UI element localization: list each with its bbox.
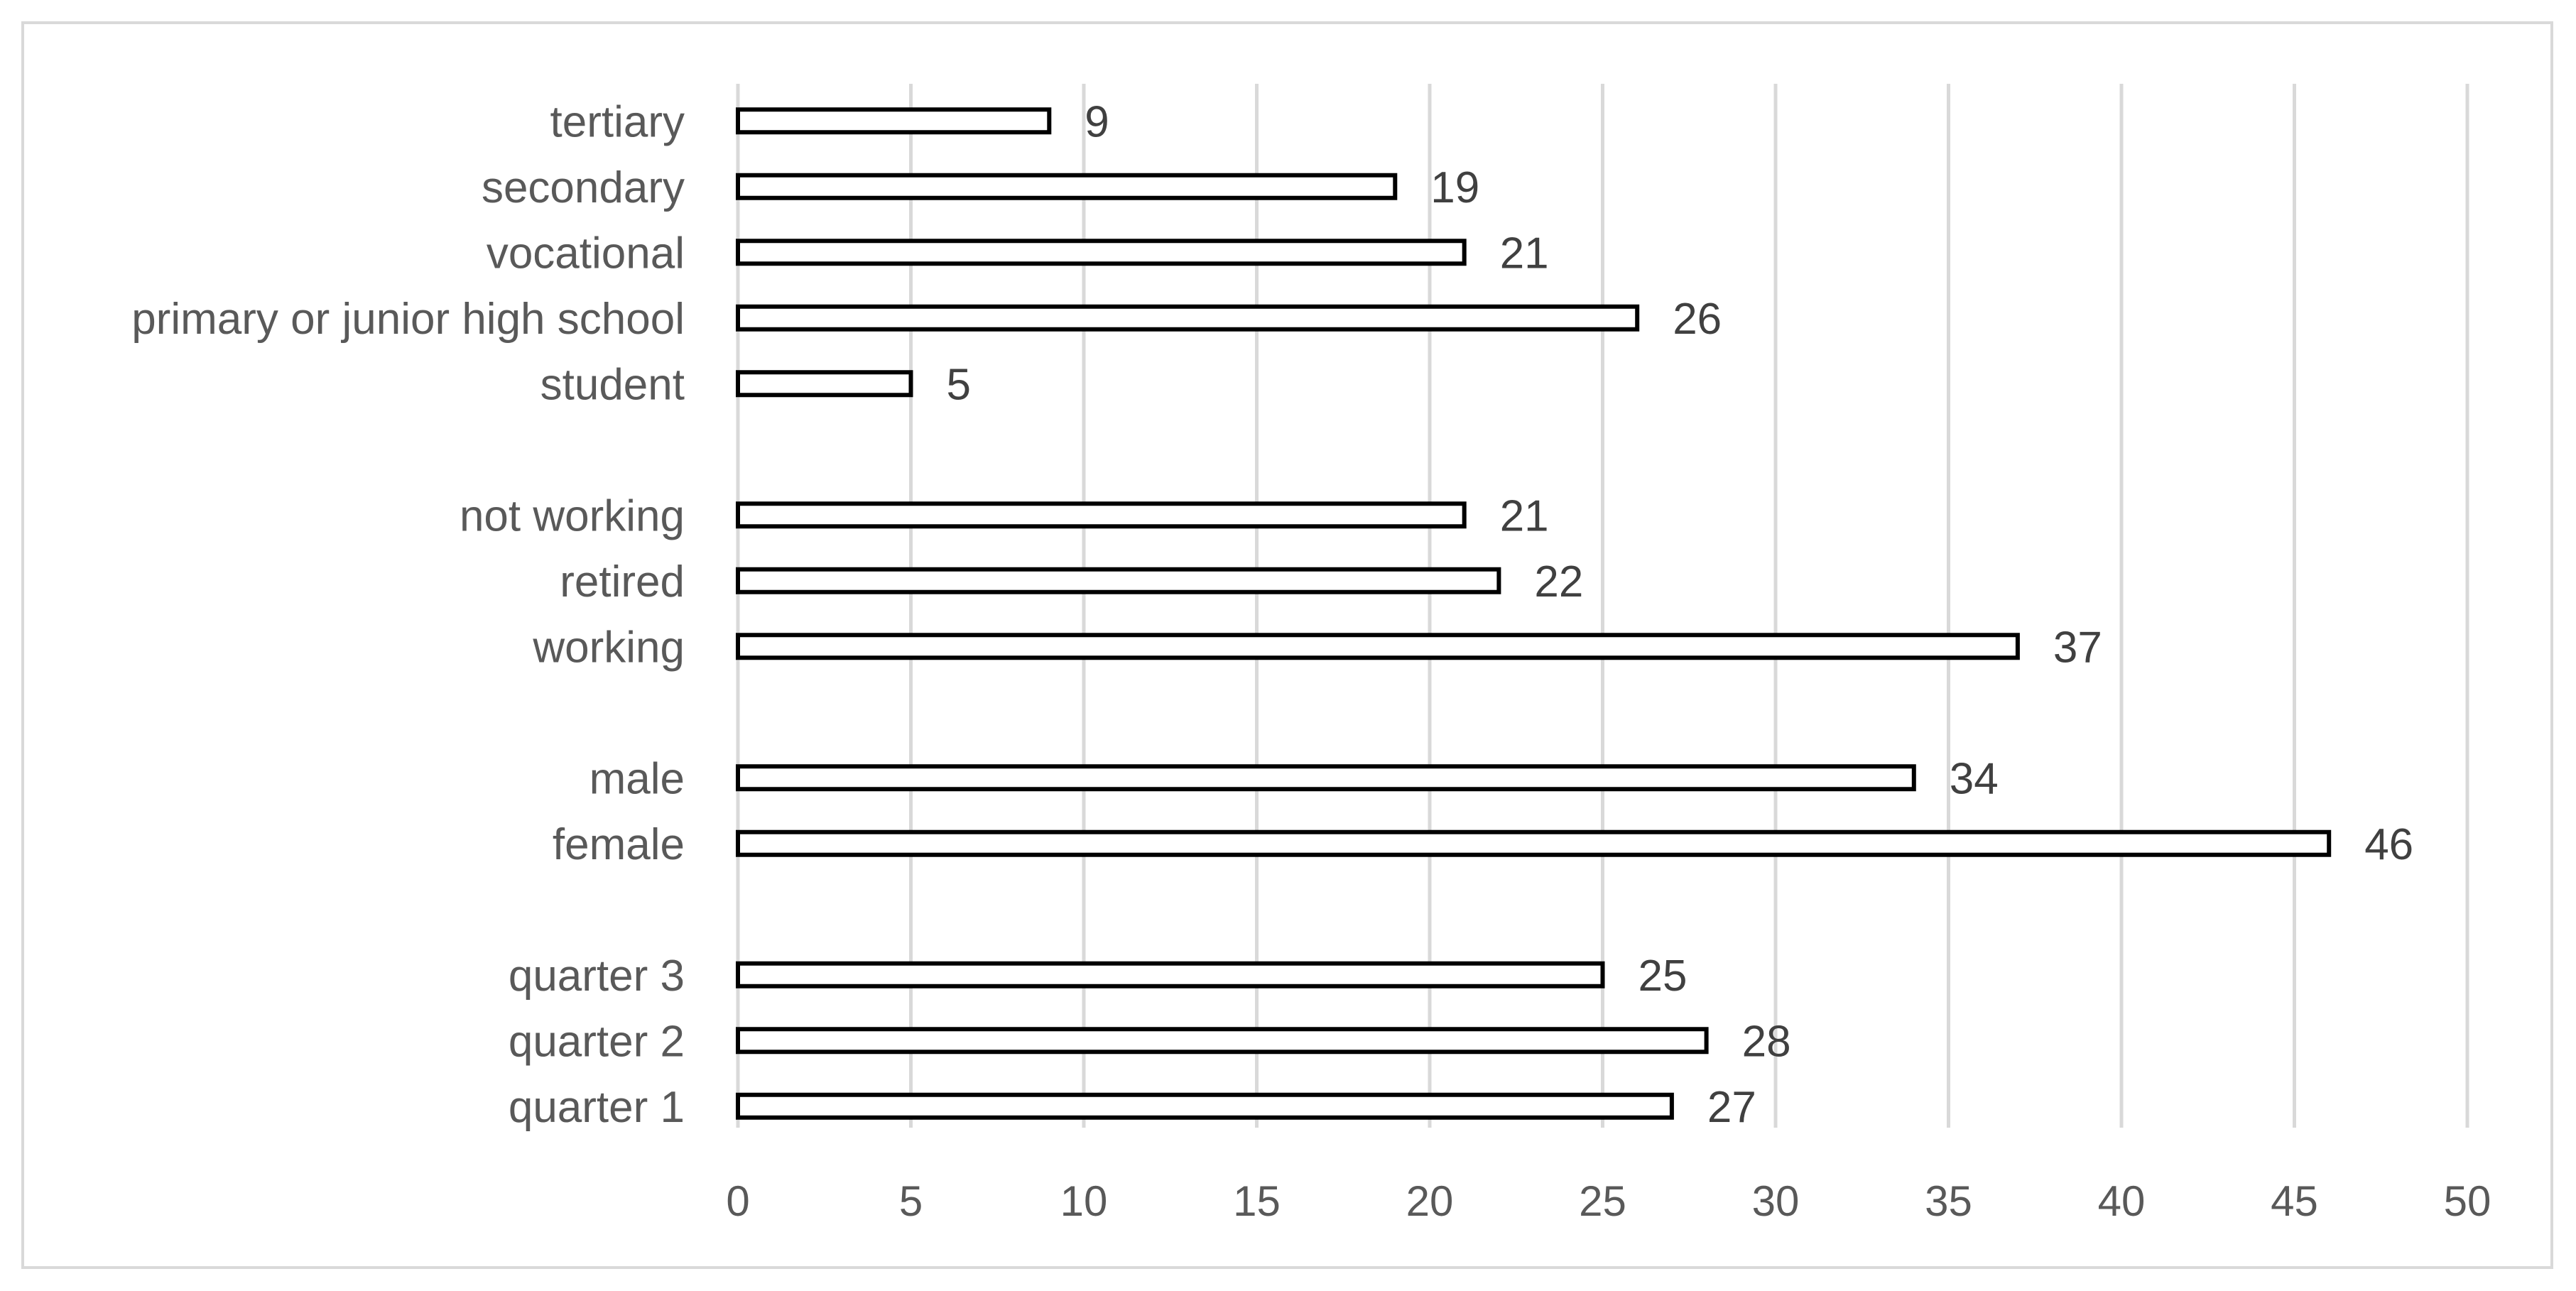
- data-label-student: 5: [947, 360, 971, 409]
- bars: [736, 107, 2332, 1120]
- data-label-secondary: 19: [1430, 163, 1479, 212]
- data-label-tertiary: 9: [1085, 97, 1109, 146]
- category-label-vocational: vocational: [487, 229, 685, 278]
- x-tick-label-15: 15: [1233, 1177, 1281, 1225]
- data-label-retired: 22: [1534, 557, 1583, 606]
- category-labels: tertiary secondary vocational primary or ju…: [131, 97, 685, 1132]
- bar-retired: [736, 567, 1501, 594]
- category-label-student: student: [540, 360, 685, 409]
- bar-quarter-3: [736, 961, 1605, 988]
- data-labels: 9 19 21 26 5 21 22 37 34 46 25 28 27: [947, 97, 2414, 1132]
- bar-secondary: [736, 173, 1398, 200]
- data-label-not-working: 21: [1500, 491, 1549, 540]
- x-tick-label-20: 20: [1406, 1177, 1454, 1225]
- category-label-female: female: [553, 820, 685, 869]
- x-tick-label-45: 45: [2271, 1177, 2318, 1225]
- x-axis-tick-labels: 0 5 10 15 20 25 30 35 40 45 50: [726, 1177, 2491, 1225]
- x-tick-label-30: 30: [1752, 1177, 1800, 1225]
- bar-not-working: [736, 501, 1467, 529]
- bar-primary-or-junior-high-school: [736, 304, 1640, 332]
- category-label-quarter-2: quarter 2: [509, 1017, 685, 1066]
- bar-quarter-2: [736, 1027, 1709, 1055]
- bar-student: [736, 370, 913, 398]
- data-label-quarter-3: 25: [1638, 952, 1688, 1001]
- x-tick-label-35: 35: [1925, 1177, 1972, 1225]
- x-tick-label-25: 25: [1579, 1177, 1626, 1225]
- bar-male: [736, 764, 1916, 792]
- category-label-working: working: [532, 623, 685, 672]
- category-label-quarter-3: quarter 3: [509, 952, 685, 1001]
- bar-female: [736, 829, 2332, 857]
- category-label-tertiary: tertiary: [550, 97, 685, 146]
- x-tick-label-10: 10: [1060, 1177, 1108, 1225]
- x-tick-label-5: 5: [899, 1177, 923, 1225]
- data-label-primary-or-junior-high-school: 26: [1673, 295, 1722, 344]
- category-label-retired: retired: [560, 557, 685, 606]
- data-label-female: 46: [2364, 820, 2413, 869]
- category-label-not-working: not working: [460, 491, 685, 540]
- bar-tertiary: [736, 107, 1052, 135]
- data-label-vocational: 21: [1500, 229, 1549, 278]
- bar-working: [736, 633, 2020, 660]
- data-label-quarter-2: 28: [1742, 1017, 1791, 1066]
- bar-quarter-1: [736, 1092, 1674, 1120]
- x-tick-label-50: 50: [2444, 1177, 2491, 1225]
- x-tick-label-40: 40: [2098, 1177, 2146, 1225]
- category-label-male: male: [589, 754, 685, 803]
- x-tick-label-0: 0: [726, 1177, 749, 1225]
- category-label-secondary: secondary: [482, 163, 685, 212]
- data-label-male: 34: [1950, 754, 1999, 803]
- data-label-quarter-1: 27: [1707, 1083, 1756, 1132]
- category-label-primary-or-junior-high-school: primary or junior high school: [131, 295, 685, 344]
- data-label-working: 37: [2053, 623, 2102, 672]
- bar-vocational: [736, 239, 1467, 266]
- category-label-quarter-1: quarter 1: [509, 1083, 685, 1132]
